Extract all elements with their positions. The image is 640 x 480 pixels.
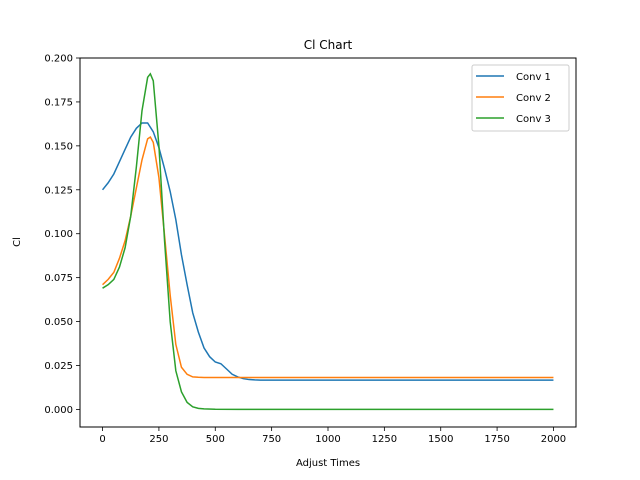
y-tick-label: 0.025 — [44, 361, 73, 372]
legend: Conv 1 Conv 2 Conv 3 — [471, 64, 570, 132]
x-tick-label: 0 — [99, 434, 105, 445]
y-tick-label: 0.050 — [44, 317, 73, 328]
x-tick-label: 1250 — [372, 434, 397, 445]
plot-lines — [101, 72, 554, 411]
series-line-1 — [101, 122, 554, 381]
y-tick-label: 0.075 — [44, 273, 73, 284]
x-axis-label: Adjust Times — [296, 458, 360, 469]
y-axis-label: Cl — [12, 237, 23, 247]
y-tick-label: 0.125 — [44, 185, 73, 196]
y-tick-label: 0.175 — [44, 97, 73, 108]
legend-label-3: Conv 3 — [516, 114, 551, 125]
y-tick-label: 0.100 — [44, 229, 73, 240]
y-tick-label: 0.200 — [44, 54, 73, 65]
legend-box — [471, 64, 570, 132]
x-tick-label: 1500 — [428, 434, 453, 445]
x-axis: 0 250 500 750 1000 1250 1500 1750 2000 — [99, 427, 566, 445]
x-tick-label: 750 — [262, 434, 281, 445]
x-tick-label: 500 — [206, 434, 225, 445]
legend-label-2: Conv 2 — [516, 93, 551, 104]
chart-title: Cl Chart — [304, 38, 353, 52]
legend-label-1: Conv 1 — [516, 72, 551, 83]
x-tick-label: 2000 — [541, 434, 566, 445]
x-tick-label: 1000 — [315, 434, 340, 445]
x-tick-label: 250 — [149, 434, 168, 445]
y-axis: 0.000 0.025 0.050 0.075 0.100 0.125 0.150 0.175… — [44, 54, 80, 416]
series-line-3 — [102, 72, 554, 411]
y-tick-label: 0.000 — [44, 405, 73, 416]
x-tick-label: 1750 — [484, 434, 509, 445]
y-tick-label: 0.150 — [44, 141, 73, 152]
